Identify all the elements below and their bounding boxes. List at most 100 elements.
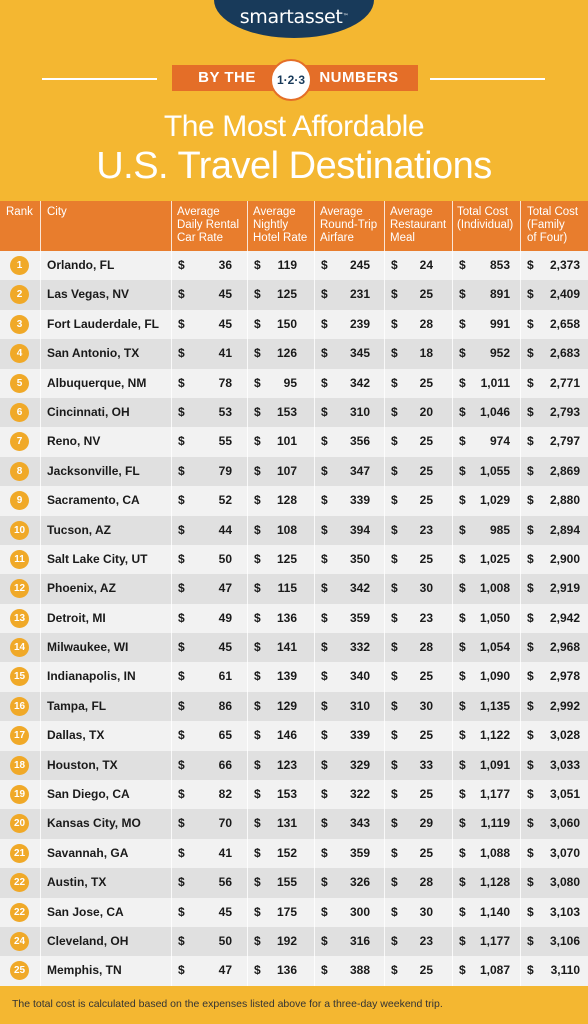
rank-badge: 22 (10, 902, 29, 922)
column-divider (40, 897, 41, 927)
currency-symbol: $ (178, 640, 185, 655)
cost-value: 45 (218, 316, 232, 331)
city-name: San Antonio, TX (47, 346, 140, 361)
cost-value: 1,055 (479, 463, 510, 478)
column-header-line: Total Cost (457, 206, 509, 218)
cost-value: 2,968 (549, 640, 580, 655)
currency-symbol: $ (527, 434, 534, 449)
banner-line-left (42, 78, 157, 80)
cost-value: 155 (276, 875, 297, 890)
column-divider (452, 574, 453, 604)
rank-badge: 20 (10, 814, 29, 834)
cost-value: 45 (218, 287, 232, 302)
column-divider (40, 251, 41, 281)
column-divider (384, 574, 385, 604)
cost-value: 123 (276, 757, 297, 772)
table-header: Rank City Average Daily Rental Car Rate Avera… (0, 201, 588, 251)
cost-value: 1,008 (479, 581, 510, 596)
column-divider (247, 780, 248, 810)
currency-symbol: $ (527, 316, 534, 331)
cost-value: 1,011 (480, 375, 510, 390)
column-divider (520, 339, 521, 369)
cost-value: 3,028 (549, 728, 580, 743)
currency-symbol: $ (527, 698, 534, 713)
column-divider (520, 956, 521, 986)
cost-value: 56 (218, 875, 232, 890)
currency-symbol: $ (254, 875, 261, 890)
currency-symbol: $ (527, 963, 534, 978)
cost-value: 2,880 (549, 493, 580, 508)
cost-value: 119 (277, 258, 297, 272)
column-divider (40, 780, 41, 810)
rank-badge: 1 (10, 256, 29, 275)
table-row: 1 Orlando, FL $36 $119 $245 $24 $853 $2,373 (0, 251, 588, 281)
column-divider (171, 633, 172, 663)
currency-symbol: $ (178, 933, 185, 948)
column-divider (247, 309, 248, 340)
column-divider (40, 309, 41, 340)
cost-value: 53 (218, 404, 232, 419)
banner-left-ribbon: BY THE (172, 65, 282, 91)
currency-symbol: $ (254, 610, 261, 625)
currency-symbol: $ (459, 963, 466, 978)
column-divider (520, 309, 521, 340)
cost-value: 1,177 (479, 787, 510, 802)
cost-value: 33 (419, 757, 433, 772)
rank-badge: 7 (10, 432, 29, 452)
table-row: 21 Savannah, GA $41 $152 $359 $25 $1,088 $3,070 (0, 838, 588, 869)
rank-badge: 8 (10, 461, 29, 481)
column-divider (520, 721, 521, 751)
currency-symbol: $ (254, 316, 261, 331)
cost-value: 2,373 (549, 258, 580, 272)
currency-symbol: $ (321, 963, 328, 978)
currency-symbol: $ (254, 669, 261, 684)
column-divider (384, 515, 385, 545)
currency-symbol: $ (254, 258, 261, 272)
cost-value: 1,091 (479, 757, 510, 772)
column-divider (171, 750, 172, 781)
cost-value: 29 (419, 816, 433, 831)
city-name: Austin, TX (47, 875, 107, 890)
rank-badge: 22 (10, 873, 29, 893)
city-name: Fort Lauderdale, FL (47, 316, 160, 331)
currency-symbol: $ (178, 669, 185, 684)
column-divider (40, 427, 41, 457)
column-divider (520, 427, 521, 457)
column-divider (452, 309, 453, 340)
column-divider (40, 603, 41, 634)
cost-value: 339 (349, 728, 370, 743)
cost-value: 41 (218, 346, 232, 361)
cost-value: 146 (276, 728, 297, 743)
column-divider (452, 691, 453, 722)
column-header-line: Average (320, 206, 363, 218)
cost-value: 316 (349, 933, 370, 948)
cost-value: 115 (277, 581, 297, 596)
currency-symbol: $ (459, 522, 466, 537)
city-name: Dallas, TX (47, 728, 105, 743)
currency-symbol: $ (459, 287, 466, 302)
column-divider (171, 780, 172, 810)
cost-value: 2,919 (549, 581, 580, 596)
column-divider (171, 838, 172, 869)
cost-value: 101 (276, 434, 297, 449)
currency-symbol: $ (527, 610, 534, 625)
column-header-line: of Four) (527, 232, 568, 244)
column-divider (171, 926, 172, 957)
currency-symbol: $ (459, 757, 466, 772)
column-divider (452, 280, 453, 310)
currency-symbol: $ (178, 845, 185, 860)
cost-value: 1,128 (479, 875, 510, 890)
currency-symbol: $ (254, 933, 261, 948)
cost-value: 150 (276, 316, 297, 331)
currency-symbol: $ (178, 816, 185, 831)
cost-value: 28 (419, 316, 433, 331)
column-divider (171, 691, 172, 722)
cost-value: 239 (349, 316, 370, 331)
cost-value: 25 (419, 375, 433, 390)
table-row: 8 Jacksonville, FL $79 $107 $347 $25 $1,055 $2,… (0, 456, 588, 487)
currency-symbol: $ (391, 845, 398, 860)
table-row: 18 Houston, TX $66 $123 $329 $33 $1,091 $3,033 (0, 750, 588, 781)
rank-badge: 16 (10, 696, 29, 716)
cost-value: 125 (276, 287, 297, 302)
currency-symbol: $ (178, 375, 185, 390)
